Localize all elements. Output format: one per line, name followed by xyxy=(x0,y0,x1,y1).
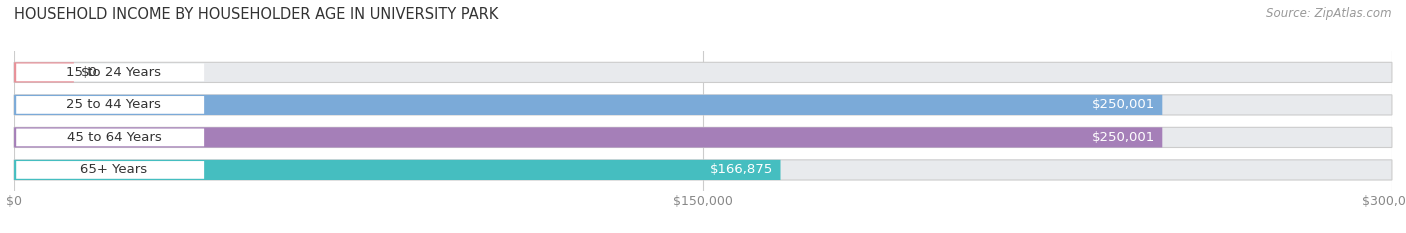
Text: HOUSEHOLD INCOME BY HOUSEHOLDER AGE IN UNIVERSITY PARK: HOUSEHOLD INCOME BY HOUSEHOLDER AGE IN U… xyxy=(14,7,499,22)
Text: $250,001: $250,001 xyxy=(1092,131,1156,144)
Text: Source: ZipAtlas.com: Source: ZipAtlas.com xyxy=(1267,7,1392,20)
FancyBboxPatch shape xyxy=(14,127,1163,147)
FancyBboxPatch shape xyxy=(17,64,204,81)
FancyBboxPatch shape xyxy=(14,127,1392,147)
Text: 15 to 24 Years: 15 to 24 Years xyxy=(66,66,162,79)
Text: $166,875: $166,875 xyxy=(710,163,773,176)
FancyBboxPatch shape xyxy=(17,96,204,114)
FancyBboxPatch shape xyxy=(17,129,204,146)
FancyBboxPatch shape xyxy=(14,62,75,82)
Text: 65+ Years: 65+ Years xyxy=(80,163,148,176)
Text: $0: $0 xyxy=(80,66,97,79)
FancyBboxPatch shape xyxy=(14,95,1163,115)
FancyBboxPatch shape xyxy=(14,62,1392,82)
FancyBboxPatch shape xyxy=(14,160,780,180)
Text: 25 to 44 Years: 25 to 44 Years xyxy=(66,98,162,111)
Text: 45 to 64 Years: 45 to 64 Years xyxy=(66,131,162,144)
FancyBboxPatch shape xyxy=(17,161,204,179)
FancyBboxPatch shape xyxy=(14,160,1392,180)
Text: $250,001: $250,001 xyxy=(1092,98,1156,111)
FancyBboxPatch shape xyxy=(14,95,1392,115)
